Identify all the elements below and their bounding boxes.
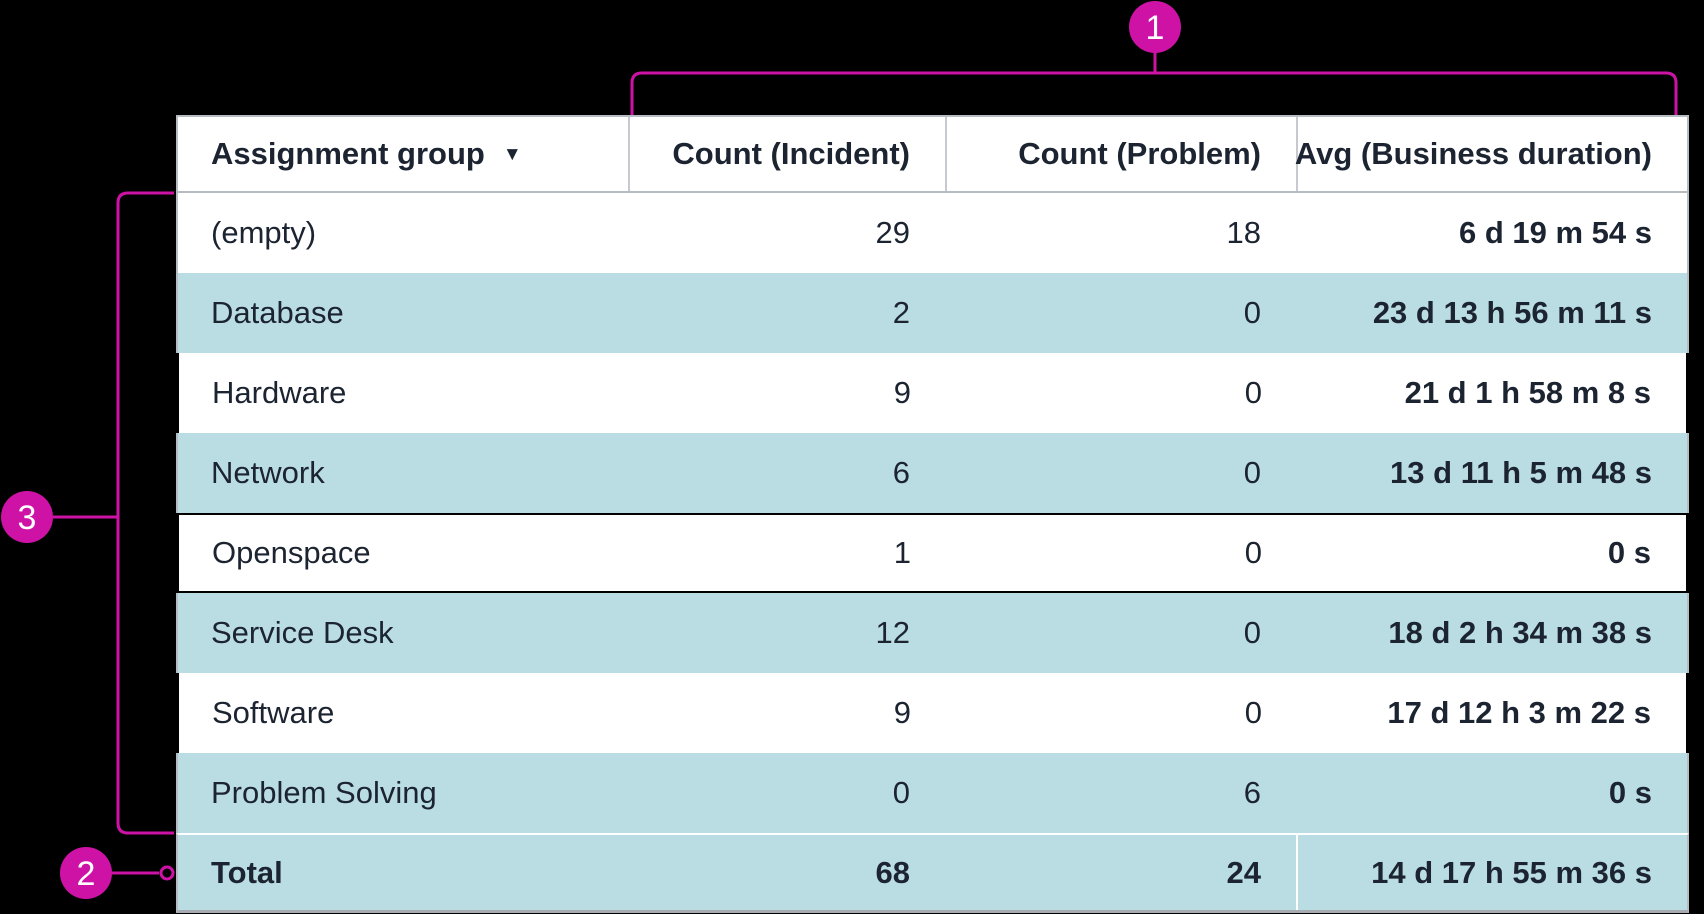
cell-assignment-group: Database (211, 295, 344, 330)
cell-count-incident: 6 (892, 455, 910, 490)
cell-assignment-group: (empty) (211, 215, 317, 250)
cell-count-incident: 9 (893, 695, 911, 730)
callout-1-badge (1129, 1, 1181, 53)
cell-assignment-group: Service Desk (211, 615, 394, 650)
column-header-assignment-group[interactable]: Assignment group ▼ (178, 117, 628, 191)
cell-avg-duration: 23 d 13 h 56 m 11 s (1372, 295, 1652, 330)
column-header-avg-business-duration[interactable]: Avg (Business duration) (1295, 117, 1687, 191)
cell-count-incident: 9 (893, 375, 911, 410)
cell-count-incident: 29 (875, 215, 910, 250)
cell-count-incident: 2 (892, 295, 910, 330)
cell-count-incident: 0 (892, 775, 910, 810)
cell-count-problem: 6 (1243, 775, 1261, 810)
cell-assignment-group: Openspace (212, 535, 371, 570)
table-row-database: Database 2 0 23 d 13 h 56 m 11 s (176, 273, 1689, 353)
cell-avg-duration: 21 d 1 h 58 m 8 s (1404, 375, 1651, 410)
pivot-table: Assignment group ▼ Count (Incident) Coun… (176, 115, 1689, 913)
callout-3-number: 3 (18, 499, 37, 537)
table-row-total: Total 68 24 14 d 17 h 55 m 36 s (176, 833, 1689, 913)
callout-1-number: 1 (1146, 9, 1165, 47)
table-row-software: Software 9 0 17 d 12 h 3 m 22 s (176, 673, 1689, 753)
callout-3-bracket (116, 191, 174, 835)
table-row-openspace: Openspace 1 0 0 s (176, 513, 1689, 593)
cell-avg-duration: 0 s (1608, 775, 1652, 810)
cell-count-problem: 0 (1244, 375, 1262, 410)
sort-descending-icon[interactable]: ▼ (502, 144, 522, 165)
cell-avg-duration: 13 d 11 h 5 m 48 s (1390, 455, 1652, 490)
callout-2-number: 2 (77, 855, 96, 893)
callout-2-badge (60, 847, 112, 899)
column-header-assignment-group-label: Assignment group (211, 136, 485, 171)
cell-count-problem: 0 (1244, 695, 1262, 730)
cell-avg-duration: 6 d 19 m 54 s (1458, 215, 1652, 250)
table-header-row: Assignment group ▼ Count (Incident) Coun… (176, 115, 1689, 193)
cell-assignment-group: Hardware (212, 375, 347, 410)
cell-assignment-group: Software (212, 695, 335, 730)
cell-count-problem: 0 (1244, 535, 1262, 570)
cell-assignment-group: Problem Solving (211, 775, 437, 810)
cell-count-incident: 68 (875, 854, 910, 890)
table-row-problem-solving: Problem Solving 0 6 0 s (176, 753, 1689, 833)
cell-avg-duration: 14 d 17 h 55 m 36 s (1296, 835, 1687, 910)
column-header-count-incident[interactable]: Count (Incident) (628, 117, 945, 191)
callout-3-badge (1, 491, 53, 543)
table-row-hardware: Hardware 9 0 21 d 1 h 58 m 8 s (176, 353, 1689, 433)
cell-assignment-group: Total (211, 854, 283, 890)
cell-count-incident: 12 (875, 615, 910, 650)
cell-count-problem: 24 (1226, 854, 1261, 890)
cell-avg-duration: 0 s (1607, 535, 1651, 570)
cell-avg-duration: 17 d 12 h 3 m 22 s (1387, 695, 1651, 730)
cell-assignment-group: Network (211, 455, 325, 490)
cell-count-problem: 0 (1243, 295, 1261, 330)
cell-count-incident: 1 (893, 535, 911, 570)
cell-count-problem: 0 (1243, 615, 1261, 650)
cell-avg-duration: 18 d 2 h 34 m 38 s (1388, 615, 1652, 650)
callout-2-ring (159, 865, 175, 881)
cell-count-problem: 0 (1243, 455, 1261, 490)
table-row-service-desk: Service Desk 12 0 18 d 2 h 34 m 38 s (176, 593, 1689, 673)
callout-1-bracket (630, 71, 1678, 115)
table-row-empty: (empty) 29 18 6 d 19 m 54 s (176, 193, 1689, 273)
column-header-count-problem[interactable]: Count (Problem) (945, 117, 1296, 191)
table-row-network: Network 6 0 13 d 11 h 5 m 48 s (176, 433, 1689, 513)
cell-count-problem: 18 (1226, 215, 1261, 250)
